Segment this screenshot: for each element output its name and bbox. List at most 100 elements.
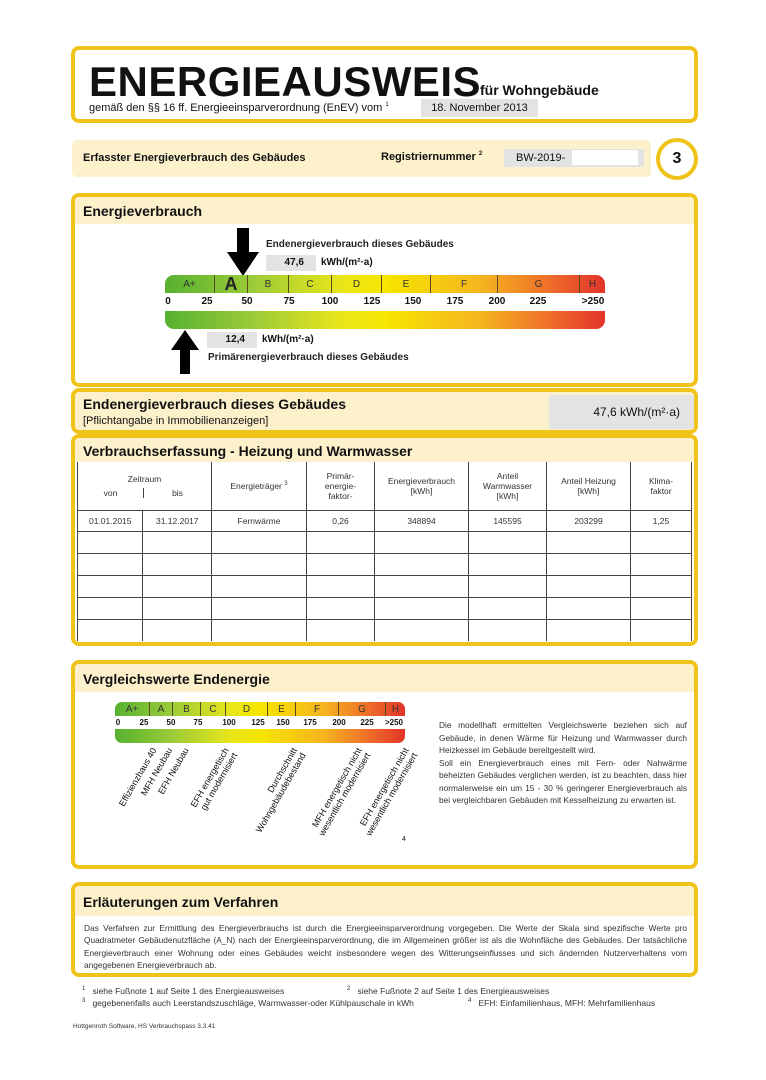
footnote-number: 1 (82, 986, 86, 993)
vergleich-section: Vergleichswerte Endenergie (71, 660, 698, 869)
comparison-text-2: Soll ein Energieverbrauch eines mit Fern… (439, 757, 687, 806)
document-title: ENERGIEAUSWEIS (89, 58, 482, 105)
section-header: Verbrauchserfassung - Heizung und Warmwa… (75, 438, 694, 462)
footnote-mark: 4 (402, 836, 406, 843)
energy-class-g: G (338, 702, 385, 716)
tick-label: 100 (321, 296, 339, 307)
title-suffix: für Wohngebäude (480, 82, 599, 98)
reg-label-text: Registriernummer (381, 151, 476, 163)
section-heading: Vergleichswerte Endenergie (83, 671, 270, 687)
cell-pef: 0,26 (306, 509, 375, 532)
comparison-text: Die modellhaft ermittelten Vergleichswer… (439, 719, 687, 807)
tick-label: 200 (332, 718, 346, 727)
table-row: 01.01.2015 31.12.2017 Fernwärme 0,26 348… (76, 509, 692, 532)
software-footer: Hottgenroth Software, HS Verbrauchspass … (73, 1023, 216, 1030)
header-hz: Anteil Heizung [kWh] (546, 462, 631, 511)
end-energy-label: Endenergieverbrauch dieses Gebäudes (266, 239, 454, 250)
col-zeitraum: Zeitraum von bis (77, 462, 212, 511)
footnote-number: 3 (82, 998, 86, 1005)
energy-class-b: B (247, 275, 288, 293)
energy-class-e: E (381, 275, 430, 293)
footnote-4: 4 EFH: Einfamilienhaus, MFH: Mehrfamilie… (468, 998, 655, 1008)
cell-klima: 1,25 (630, 509, 692, 532)
tick-label: 25 (139, 718, 149, 727)
redacted-area (572, 150, 638, 165)
footnote-3: 3 gegebenenfalls auch Leerstandszuschläg… (82, 998, 414, 1008)
reg-label: Registriernummer 2 (381, 151, 482, 163)
table-row-empty (76, 596, 692, 620)
energy-class-e: E (267, 702, 295, 716)
footnote-ref: 3 (284, 480, 288, 487)
comparison-text-1: Die modellhaft ermittelten Vergleichswer… (439, 720, 687, 755)
reg-number-field: BW-2019- (504, 149, 644, 167)
section-header: Vergleichswerte Endenergie (75, 664, 694, 692)
section-header: Erläuterungen zum Verfahren (75, 886, 694, 916)
footnote-ref: 2 (478, 151, 483, 158)
tick-label: 175 (446, 296, 464, 307)
cell-traeger: Fernwärme (211, 509, 307, 532)
tick-label: 75 (283, 296, 295, 307)
footnote-text: siehe Fußnote 2 auf Seite 1 des Energiea… (357, 986, 550, 996)
tick-label: 125 (251, 718, 265, 727)
comparison-gradient-bar (115, 729, 405, 743)
header-pef: Primär- energie- faktor- (306, 462, 375, 511)
cell-ev: 348894 (374, 509, 469, 532)
cell-bis: 31.12.2017 (142, 509, 212, 532)
erlaeuterung-section: Erläuterungen zum Verfahren Das Verfahre… (71, 882, 698, 977)
up-arrow-icon (171, 330, 199, 374)
footnote-text: gegebenenfalls auch Leerstandszuschläge,… (92, 998, 414, 1008)
header-ww: Anteil Warmwasser [kWh] (468, 462, 547, 511)
footnote-text: siehe Fußnote 1 auf Seite 1 des Energiea… (92, 986, 285, 996)
energy-class-c: C (288, 275, 331, 293)
primary-energy-label: Primärenergieverbrauch dieses Gebäudes (208, 352, 409, 363)
tick-label: 225 (529, 296, 547, 307)
end-energy-unit: kWh/(m²·a) (321, 257, 373, 268)
energy-class-a: A (214, 275, 247, 293)
table-row-empty (76, 530, 692, 554)
tick-label: 50 (241, 296, 253, 307)
tick-label: 125 (363, 296, 381, 307)
tick-label: >250 (581, 296, 605, 307)
energy-class-f: F (295, 702, 338, 716)
page-number-badge: 3 (656, 138, 698, 180)
tick-label: 0 (165, 296, 171, 307)
comparison-class-scale: A+ A B C D E F G H (115, 702, 405, 716)
energy-class-b: B (172, 702, 200, 716)
end-summary-section: Endenergieverbrauch dieses Gebäudes [Pfl… (71, 388, 698, 434)
tick-label: 50 (166, 718, 176, 727)
energy-class-h: H (385, 702, 405, 716)
cell-ww: 145595 (468, 509, 547, 532)
footnote-1: 1 siehe Fußnote 1 auf Seite 1 des Energi… (82, 986, 284, 996)
subtitle: gemäß den §§ 16 ff. Energieeinsparverord… (89, 102, 389, 114)
consumption-table: Zeitraum von bis Energieträger 3 Primär- … (76, 462, 692, 641)
down-arrow-icon (227, 228, 259, 276)
energy-class-g: G (497, 275, 579, 293)
tick-label: >250 (384, 718, 404, 727)
tick-label: 200 (488, 296, 506, 307)
primary-energy-unit: kWh/(m²·a) (262, 334, 314, 345)
energy-class-c: C (200, 702, 225, 716)
end-summary-value: 47,6 kWh/(m²·a) (549, 395, 694, 429)
date-field: 18. November 2013 (421, 99, 538, 117)
energy-class-a-plus: A+ (183, 278, 196, 290)
section-heading: Erläuterungen zum Verfahren (83, 894, 279, 910)
footnote-number: 4 (468, 998, 472, 1005)
tick-label: 150 (404, 296, 422, 307)
tick-label: 150 (276, 718, 290, 727)
energy-class-scale: A+ A B C D E F G H (165, 275, 605, 293)
end-summary-note: [Pflichtangabe in Immobilienanzeigen] (83, 415, 269, 427)
erlaeuterung-text: Das Verfahren zur Ermittlung des Energie… (84, 923, 687, 970)
cell-von: 01.01.2015 (76, 509, 144, 532)
section-heading: Energieverbrauch (83, 203, 203, 219)
tick-label: 175 (303, 718, 317, 727)
reg-number-value: BW-2019- (516, 152, 566, 164)
info-bar: Erfasster Energieverbrauch des Gebäudes … (72, 140, 651, 177)
footnote-ref: 1 (385, 102, 389, 109)
tick-label: 25 (201, 296, 213, 307)
header-zeitraum: Zeitraum (127, 473, 162, 484)
cell-hz: 203299 (546, 509, 631, 532)
tick-label: 0 (115, 718, 121, 727)
gradient-bar (165, 311, 605, 329)
header-bis: bis (143, 487, 211, 498)
header-von: von (103, 487, 118, 498)
